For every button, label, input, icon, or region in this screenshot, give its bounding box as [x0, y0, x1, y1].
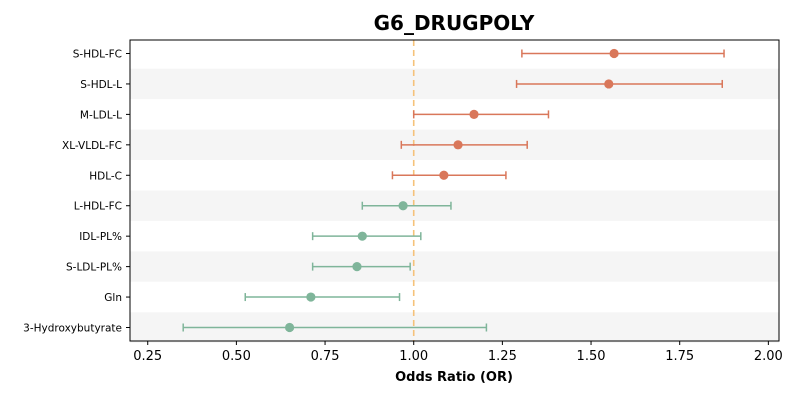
- ci-row: [391, 170, 507, 180]
- x-axis: 0.25 0.50 0.75 1.00 1.25 1.50 1.75 2.00: [133, 341, 783, 364]
- x-tick-label: 0.75: [311, 349, 340, 364]
- row-band: [130, 220, 779, 252]
- or-point: [352, 262, 362, 272]
- data-marks: [182, 48, 725, 333]
- x-tick-label: 0.50: [222, 349, 251, 364]
- y-tick-label: HDL-C: [89, 170, 122, 182]
- ci-row: [400, 140, 528, 150]
- ci-row: [521, 48, 725, 59]
- y-tick-label: S-LDL-PL%: [66, 262, 122, 274]
- y-tick-label: 3-Hydroxybutyrate: [23, 323, 122, 335]
- plot-frame: [129, 39, 780, 342]
- x-tick-label: 0.25: [133, 349, 162, 364]
- y-axis: S-HDL-FC S-HDL-L M-LDL-L XL-VLDL-FC HDL-C L-H…: [23, 49, 130, 335]
- y-tick-label: IDL-PL%: [79, 231, 122, 243]
- ci-row: [515, 79, 724, 89]
- x-tick-label: 2.00: [754, 349, 783, 364]
- x-tick-label: 1.00: [399, 349, 428, 364]
- y-tick-label: S-HDL-L: [80, 79, 122, 91]
- or-point: [357, 231, 367, 241]
- x-tick-label: 1.75: [665, 349, 694, 364]
- y-tick-label: L-HDL-FC: [74, 201, 122, 213]
- ci-row: [361, 201, 452, 211]
- or-point: [453, 140, 463, 150]
- or-point: [439, 170, 449, 180]
- y-tick-label: Gln: [104, 292, 122, 304]
- ci-row: [311, 262, 411, 272]
- ci-row: [244, 292, 401, 302]
- or-point: [284, 322, 295, 333]
- or-point: [398, 201, 408, 211]
- ci-row: [182, 322, 488, 333]
- x-axis-label: Odds Ratio (OR): [395, 370, 513, 385]
- x-tick-label: 1.25: [488, 349, 517, 364]
- row-band: [130, 281, 779, 313]
- row-band: [130, 251, 779, 282]
- row-band: [130, 190, 779, 221]
- y-tick-label: M-LDL-L: [80, 109, 122, 121]
- ci-row: [412, 109, 550, 119]
- y-tick-label: S-HDL-FC: [73, 49, 122, 61]
- or-point: [306, 292, 316, 302]
- x-tick-label: 1.50: [577, 349, 606, 364]
- or-point: [609, 48, 619, 59]
- or-point: [469, 109, 479, 119]
- chart-title: G6_DRUGPOLY: [374, 11, 535, 35]
- or-point: [604, 79, 614, 89]
- ci-row: [311, 231, 422, 241]
- y-tick-label: XL-VLDL-FC: [62, 140, 122, 152]
